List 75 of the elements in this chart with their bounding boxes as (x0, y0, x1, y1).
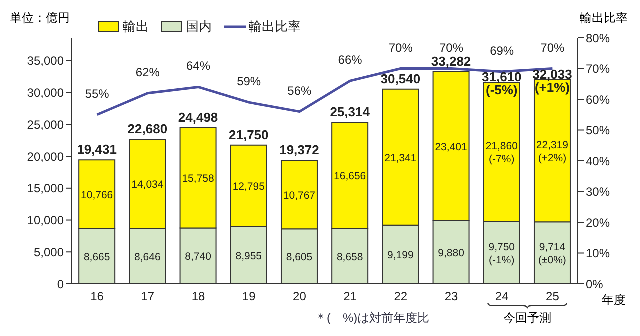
y2-axis-title: 輸出比率 (580, 10, 628, 27)
x-tick-label: 17 (141, 290, 155, 304)
y2-tick-label: 20% (586, 216, 610, 230)
y2-tick-label: 50% (586, 124, 610, 138)
data-label: 22,319 (+2%) (536, 139, 569, 164)
x-tick-label: 19 (242, 290, 256, 304)
data-label: 9,199 (388, 250, 414, 262)
x-tick-label: 18 (192, 290, 206, 304)
y2-tick-label: 40% (586, 154, 610, 168)
y2-tick-label: 10% (586, 246, 610, 261)
data-label: 14,034 (132, 179, 164, 192)
total-label: 32,033 (+1%) (532, 66, 572, 95)
total-label: 24,498 (178, 110, 218, 125)
text: 今回予測 (502, 310, 552, 327)
y-tick-label: 15,000 (27, 182, 64, 196)
data-label: 64% (186, 59, 211, 74)
data-label: 21,341 (384, 152, 417, 164)
data-label: 70% (540, 40, 566, 55)
x-tick-label: 16 (90, 290, 104, 304)
text: ＊( %)は対前年度比 (315, 310, 430, 327)
legend-label: 国内 (186, 18, 212, 36)
x-axis-title: 年度 (602, 292, 626, 309)
y-tick-label: 5,000 (34, 245, 64, 260)
y2-tick-label: 70% (586, 62, 610, 76)
data-label: 55% (85, 86, 110, 101)
x-tick-label: 25 (546, 290, 560, 304)
data-label: 56% (288, 84, 312, 98)
data-label: 70% (388, 40, 414, 55)
x-tick-label: 23 (444, 290, 458, 304)
data-label: 10,766 (81, 189, 114, 202)
total-label: 21,750 (229, 127, 269, 142)
x-tick-label: 20 (293, 290, 307, 304)
y-tick-label: 10,000 (27, 214, 64, 228)
data-label: 66% (338, 53, 363, 68)
total-label: 22,680 (128, 121, 168, 136)
legend-label: 輸出 (123, 18, 149, 36)
data-label: 8,658 (336, 251, 364, 264)
y-tick-label: 0 (57, 277, 64, 292)
data-label: 8,605 (286, 252, 313, 264)
y2-tick-label: 60% (586, 92, 610, 107)
y-tick-label: 30,000 (27, 86, 64, 100)
total-label: 30,540 (380, 71, 421, 86)
data-label: 70% (439, 40, 464, 55)
data-label: 69% (490, 44, 514, 58)
data-label: 10,767 (283, 190, 316, 202)
total-label: 31,610 (-5%) (482, 70, 522, 98)
data-label: 59% (237, 74, 262, 89)
data-label: 62% (136, 65, 160, 80)
y-tick-label: 20,000 (27, 150, 64, 164)
y-tick-label: 35,000 (27, 54, 64, 68)
data-label: 8,955 (236, 250, 262, 262)
data-label: 9,714 (±0%) (538, 242, 566, 267)
total-label: 25,314 (330, 104, 371, 120)
y-tick-label: 25,000 (27, 118, 64, 132)
data-label: 16,656 (334, 170, 366, 183)
data-label: 9,750 (-1%) (488, 241, 516, 266)
data-label: 23,401 (435, 141, 468, 154)
y2-tick-label: 30% (586, 185, 610, 200)
total-label: 19,372 (280, 142, 320, 158)
total-label: 33,282 (431, 54, 472, 69)
data-label: 8,740 (185, 251, 212, 264)
x-tick-label: 24 (495, 290, 510, 304)
data-label: 8,646 (134, 251, 161, 264)
data-label: 8,665 (84, 251, 110, 264)
data-label: 15,758 (182, 173, 214, 186)
x-tick-label: 22 (394, 290, 408, 304)
y2-tick-label: 80% (586, 31, 610, 46)
data-label: 9,880 (438, 248, 465, 260)
y-axis-title: 単位：億円 (10, 10, 70, 27)
legend-label: 輸出比率 (249, 18, 301, 36)
data-label: 12,795 (232, 181, 266, 194)
data-label: 21,860 (-7%) (486, 140, 518, 166)
y2-tick-label: 0% (586, 277, 604, 292)
x-tick-label: 21 (344, 290, 358, 304)
total-label: 19,431 (77, 142, 117, 158)
